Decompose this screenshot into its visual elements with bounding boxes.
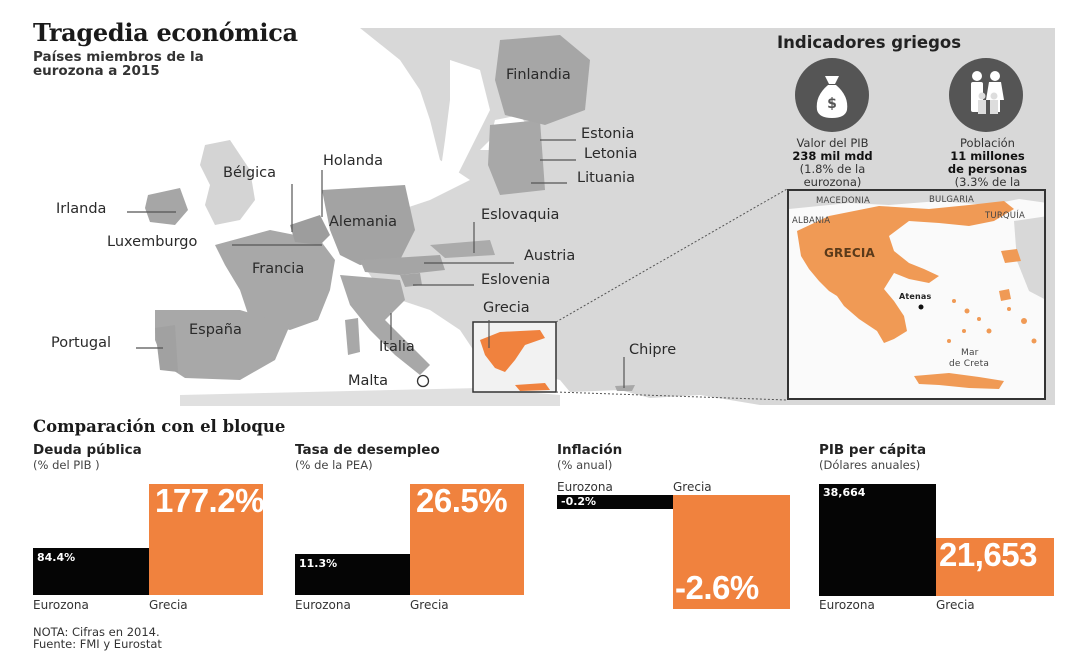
label-francia: Francia [252, 261, 305, 277]
category-label: Grecia [936, 598, 975, 612]
label-lituania: Lituania [577, 170, 635, 186]
greece-inset-map: MACEDONIA BULGARIA ALBANIA TURQUÍA GRECI… [787, 189, 1046, 400]
inset-label-macedonia: MACEDONIA [816, 196, 871, 206]
label-letonia: Letonia [584, 146, 638, 162]
chart-title: Deuda pública [33, 442, 142, 458]
bar-grecia: 177.2% [149, 482, 264, 595]
bar-value: 38,664 [823, 486, 866, 499]
label-chipre: Chipre [629, 342, 677, 358]
bar-eurozona: 84.4% [33, 548, 149, 595]
comparison-title: Comparación con el bloque [33, 417, 286, 436]
note-text: NOTA: Cifras en 2014. [33, 625, 160, 639]
inset-label-atenas: Atenas [899, 292, 932, 301]
label-austria: Austria [524, 248, 576, 264]
footer-note: NOTA: Cifras en 2014. Fuente: FMI y Euro… [33, 626, 162, 650]
label-finlandia: Finlandia [506, 67, 571, 83]
category-label: Eurozona [33, 598, 89, 612]
inset-label-mar: Mar [961, 348, 979, 358]
poblacion-value-2: de personas [947, 162, 1028, 176]
inset-label-albania: ALBANIA [792, 216, 831, 226]
label-grecia: Grecia [483, 300, 530, 316]
inset-label-bulgaria: BULGARIA [929, 195, 975, 205]
chart-subtitle: (% anual) [557, 458, 613, 472]
chart-subtitle: (Dólares anuales) [819, 458, 921, 472]
indicator-pib: Valor del PIB 238 mil mdd (1.8% de la eu… [770, 137, 895, 189]
category-label: Eurozona [557, 480, 613, 494]
category-label: Eurozona [819, 598, 875, 612]
chart-subtitle: (% de la PEA) [295, 458, 373, 472]
chart-title: Tasa de desempleo [295, 442, 440, 458]
source-text: Fuente: FMI y Eurostat [33, 637, 162, 651]
bar-value: 11.3% [299, 557, 338, 570]
pib-label: Valor del PIB [796, 136, 869, 150]
pib-value: 238 mil mdd [792, 149, 873, 163]
poblacion-value-1: 11 millones [950, 149, 1025, 163]
label-belgica: Bélgica [223, 165, 276, 181]
bar-eurozona: -0.2% [557, 495, 673, 509]
label-espana: España [189, 322, 242, 338]
page-title: Tragedia económica [33, 18, 298, 47]
bar-grecia: -2.6% [673, 495, 790, 609]
category-label: Grecia [673, 480, 712, 494]
label-eslovenia: Eslovenia [481, 272, 551, 288]
bar-value: 84.4% [37, 551, 76, 564]
label-italia: Italia [379, 339, 415, 355]
label-alemania: Alemania [329, 214, 397, 230]
bar-value: 177.2% [155, 482, 264, 519]
bar-value: -2.6% [675, 569, 759, 606]
bar-value: 26.5% [416, 482, 508, 519]
bar-grecia: 26.5% [410, 482, 524, 595]
pib-note-2: eurozona) [803, 175, 862, 189]
family-icon [949, 58, 1023, 132]
chart-title: PIB per cápita [819, 442, 927, 458]
bar-value: -0.2% [561, 495, 597, 508]
svg-text:$: $ [827, 96, 837, 112]
chart-subtitle: (% del PIB ) [33, 458, 100, 472]
label-holanda: Holanda [323, 153, 383, 169]
pib-note-1: (1.8% de la [799, 162, 866, 176]
indicators-title: Indicadores griegos [777, 33, 962, 52]
money-bag-icon: $ [795, 58, 869, 132]
bar-value: 21,653 [939, 536, 1037, 573]
chart-title: Inflación [557, 442, 623, 458]
bar-grecia: 21,653 [936, 536, 1054, 596]
label-irlanda: Irlanda [56, 201, 107, 217]
page-subtitle: Países miembros de la eurozona a 2015 [33, 49, 204, 79]
category-label: Eurozona [295, 598, 351, 612]
bar-eurozona: 38,664 [819, 484, 936, 596]
poblacion-note-1: (3.3% de la [954, 175, 1021, 189]
bar-eurozona: 11.3% [295, 554, 410, 595]
label-eslovaquia: Eslovaquia [481, 207, 560, 223]
inset-label-turquia: TURQUÍA [985, 211, 1025, 221]
label-portugal: Portugal [51, 335, 112, 351]
label-luxemburgo: Luxemburgo [107, 234, 198, 250]
inset-label-grecia: GRECIA [824, 246, 876, 260]
category-label: Grecia [149, 598, 188, 612]
label-estonia: Estonia [581, 126, 635, 142]
label-malta: Malta [348, 373, 388, 389]
poblacion-label: Población [960, 136, 1015, 150]
category-label: Grecia [410, 598, 449, 612]
inset-label-de-creta: de Creta [949, 359, 990, 369]
